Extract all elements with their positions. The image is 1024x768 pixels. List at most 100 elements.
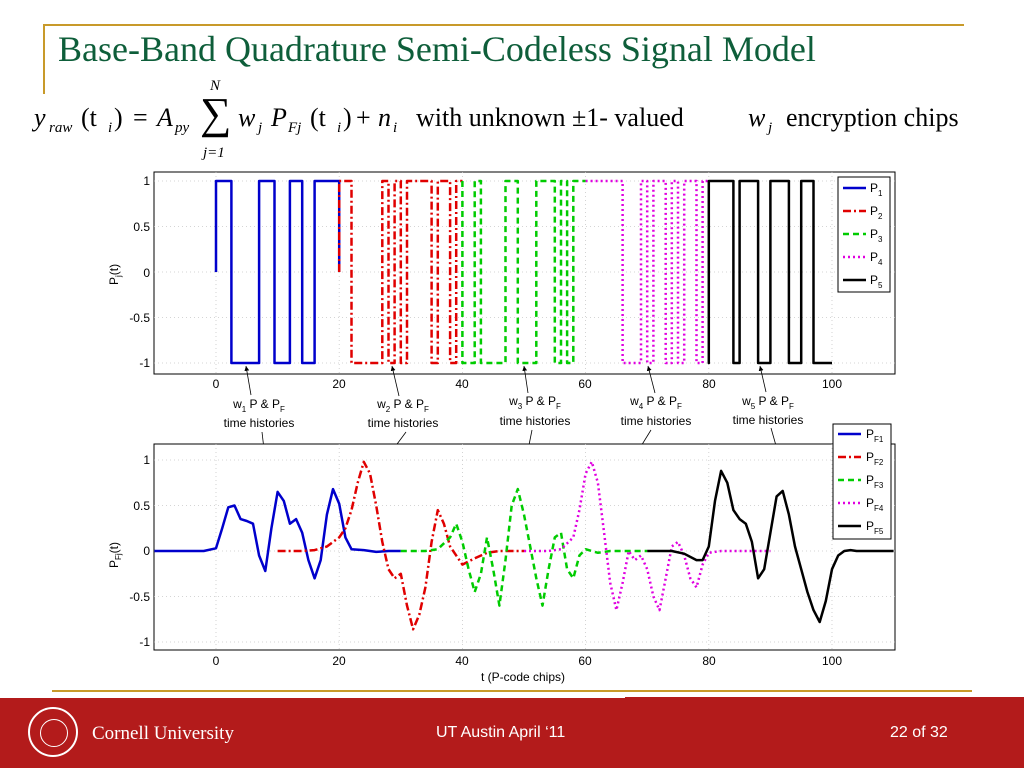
top-chart: 1 0.5 0 -0.5 -1 0 20 40 60 80 100 Pj(t) …: [107, 171, 896, 391]
series-pf1-line: [154, 487, 401, 580]
top-ytick-label: -1: [139, 356, 150, 370]
top-ytick-label: 0: [143, 266, 150, 280]
series-p5-line: [707, 179, 832, 365]
top-ytick-label: 0.5: [133, 220, 150, 234]
eq-lhs-arg-sub: i: [108, 120, 113, 136]
top-xtick-label: 100: [822, 377, 842, 391]
top-xtick-label: 40: [455, 377, 469, 391]
eq-lhs-sub: raw: [49, 120, 73, 136]
top-ylabel: Pj(t): [107, 264, 123, 285]
bottom-ytick-label: 1: [143, 453, 150, 467]
eq-noise-sub: i: [393, 120, 398, 136]
eq-sum-sign: ∑: [200, 89, 232, 138]
eq-weight-sub: j: [258, 120, 263, 136]
annotation-line2: time histories: [224, 416, 295, 430]
series-p3-line: [461, 179, 586, 365]
annotation-arrow: [522, 365, 529, 394]
annotation-line1: w3 P & PF: [508, 394, 561, 411]
annotation-line2: time histories: [621, 414, 692, 428]
legend-label: P1: [870, 181, 883, 198]
annotation-line1: w1 P & PF: [232, 397, 285, 414]
legend-label: P5: [870, 273, 883, 290]
university-name: Cornell University: [92, 723, 234, 744]
bottom-ytick-label: -1: [139, 635, 150, 649]
eq-p-arg: (t: [310, 103, 326, 132]
eq-amplitude-sub: py: [175, 120, 190, 136]
title-rule-left: [43, 24, 45, 94]
series-p1-line: [214, 179, 341, 365]
eq-p-close: ): [343, 103, 352, 132]
series-p4-line: [585, 179, 709, 365]
annotation-line2: time histories: [500, 414, 571, 428]
page-number: 22 of 32: [890, 724, 948, 741]
eq-noise: n: [378, 103, 391, 132]
bottom-ylabel: PFj(t): [107, 542, 123, 568]
bottom-series: [154, 460, 894, 631]
annotation-line1: w2 P & PF: [376, 397, 429, 414]
series-pf5-line: [647, 469, 894, 624]
annotation-arrow: [244, 365, 252, 396]
top-ytick-label: -0.5: [129, 311, 150, 325]
eq-p: P: [271, 103, 287, 132]
bottom-legend-box: [832, 423, 892, 540]
series-p2-line: [337, 179, 463, 365]
top-ytick-label: 1: [143, 174, 150, 188]
bottom-xlabel: t (P-code chips): [481, 670, 565, 684]
top-series: [214, 179, 832, 365]
eq-p-sub: Fj: [288, 120, 302, 136]
bottom-plot-area: [153, 443, 896, 651]
legend-label: P2: [870, 204, 883, 221]
top-legend: P1 P2 P3 P4 P5: [837, 176, 891, 293]
legend-label: PF2: [866, 450, 884, 467]
university-seal-icon: [28, 707, 78, 757]
bottom-xtick-label: 80: [702, 654, 716, 668]
eq-with-text: with unknown ±1- valued: [416, 103, 684, 132]
bottom-xtick-label: 100: [822, 654, 842, 668]
bottom-xtick-label: 60: [578, 654, 592, 668]
bottom-xtick-label: 0: [213, 654, 220, 668]
bottom-ytick-label: -0.5: [129, 590, 150, 604]
top-xtick-label: 20: [332, 377, 346, 391]
bottom-xtick-label: 40: [455, 654, 469, 668]
legend-label: PF4: [866, 496, 884, 513]
signal-equation: y raw (t i ) = A py N ∑ j=1 w j P Fj (t …: [0, 74, 1024, 174]
footer-event: UT Austin April ‘11: [436, 724, 566, 741]
legend-label: PF1: [866, 427, 884, 444]
top-plot-area: [153, 171, 896, 375]
eq-sum-top: N: [210, 78, 221, 94]
bottom-xtick-label: 20: [332, 654, 346, 668]
eq-lhs-close: ): [114, 103, 123, 132]
eq-amplitude: A: [157, 103, 173, 132]
bottom-ytick-label: 0.5: [133, 499, 150, 513]
top-xtick-label: 0: [213, 377, 220, 391]
eq-plus: +: [356, 103, 371, 132]
annotation-arrow: [646, 365, 656, 394]
annotation-arrow: [390, 365, 400, 397]
footer-bar: Cornell University UT Austin April ‘11 2…: [0, 697, 1024, 768]
annotation-line2: time histories: [368, 416, 439, 430]
top-xtick-label: 60: [578, 377, 592, 391]
legend-label: P3: [870, 227, 883, 244]
annotation-arrow: [758, 365, 767, 393]
bottom-legend: PF1 PF2 PF3 PF4 PF5: [832, 423, 892, 540]
eq-weight: w: [238, 103, 256, 132]
eq-weight-2-sub: j: [768, 120, 773, 136]
annotations: w1 P & PF time histories w2 P & PF time …: [224, 365, 804, 491]
title-rule: [43, 24, 964, 26]
legend-label: PF5: [866, 519, 884, 536]
eq-p-arg-sub: i: [337, 120, 342, 136]
eq-lhs-var: y: [34, 103, 46, 132]
legend-label: PF3: [866, 473, 884, 490]
eq-lhs-arg: (t: [81, 103, 97, 132]
footer-separator: [0, 697, 625, 698]
annotation-line1: w4 P & PF: [629, 394, 682, 411]
series-pf2-line: [277, 460, 524, 631]
eq-encryption-text: encryption chips: [786, 103, 959, 132]
legend-label: P4: [870, 250, 883, 267]
bottom-ytick-label: 0: [143, 544, 150, 558]
annotation-line1: w5 P & PF: [741, 394, 794, 411]
bottom-chart: 1 0.5 0 -0.5 -1 0 20 40 60 80 100 t (P-c…: [107, 423, 896, 684]
footer-rule: [52, 690, 972, 692]
annotation-line2: time histories: [733, 413, 804, 427]
